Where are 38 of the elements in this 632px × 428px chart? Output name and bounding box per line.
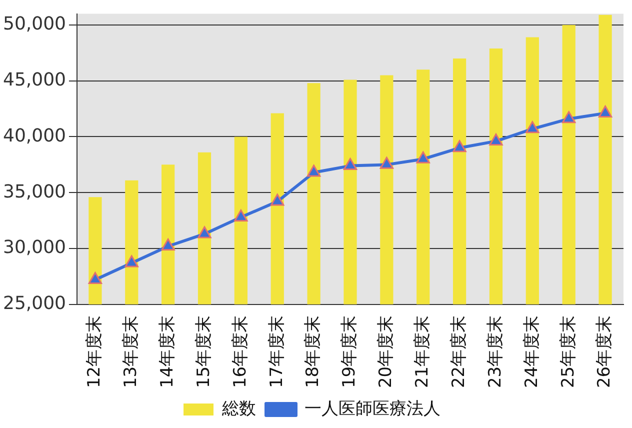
point	[88, 272, 102, 284]
x-tick-label: 19年度末	[340, 315, 360, 388]
y-tick-label: 50,000	[3, 14, 66, 35]
x-tick-label: 21年度末	[412, 315, 433, 388]
x-tick-label: 12年度末	[84, 315, 105, 388]
point	[270, 194, 284, 206]
point	[416, 151, 430, 164]
x-tick-label: 18年度末	[303, 315, 324, 388]
y-tick-label: 40,000	[3, 125, 66, 146]
y-tick-label: 35,000	[3, 181, 66, 202]
point	[452, 140, 466, 152]
point	[306, 164, 321, 177]
x-tick-label: 13年度末	[121, 315, 142, 388]
point	[380, 156, 394, 169]
y-tick-label: 25,000	[3, 293, 66, 314]
y-tick-label: 30,000	[3, 237, 66, 258]
point	[198, 226, 212, 238]
x-tick-label: 24年度末	[522, 315, 542, 388]
point	[343, 158, 358, 170]
x-tick-label: 15年度末	[194, 315, 214, 388]
x-tick-label: 16年度末	[230, 315, 250, 388]
legend-label: 総数	[221, 398, 256, 419]
legend-label: 一人医師医療法人	[304, 398, 440, 419]
x-tick-label: 25年度末	[558, 315, 578, 388]
x-tick-label: 26年度末	[594, 315, 615, 388]
x-tick-label: 14年度末	[157, 315, 178, 388]
x-tick-label: 23年度末	[485, 315, 506, 388]
point	[598, 106, 612, 118]
x-tick-label: 17年度末	[266, 315, 287, 388]
point	[161, 238, 175, 251]
point	[489, 133, 503, 146]
x-tick-label: 22年度末	[448, 315, 469, 388]
point	[124, 255, 138, 268]
y-tick-label: 45,000	[3, 70, 66, 91]
x-tick-label: 20年度末	[376, 315, 396, 388]
point	[234, 209, 248, 222]
point	[562, 111, 576, 124]
point	[526, 121, 540, 134]
